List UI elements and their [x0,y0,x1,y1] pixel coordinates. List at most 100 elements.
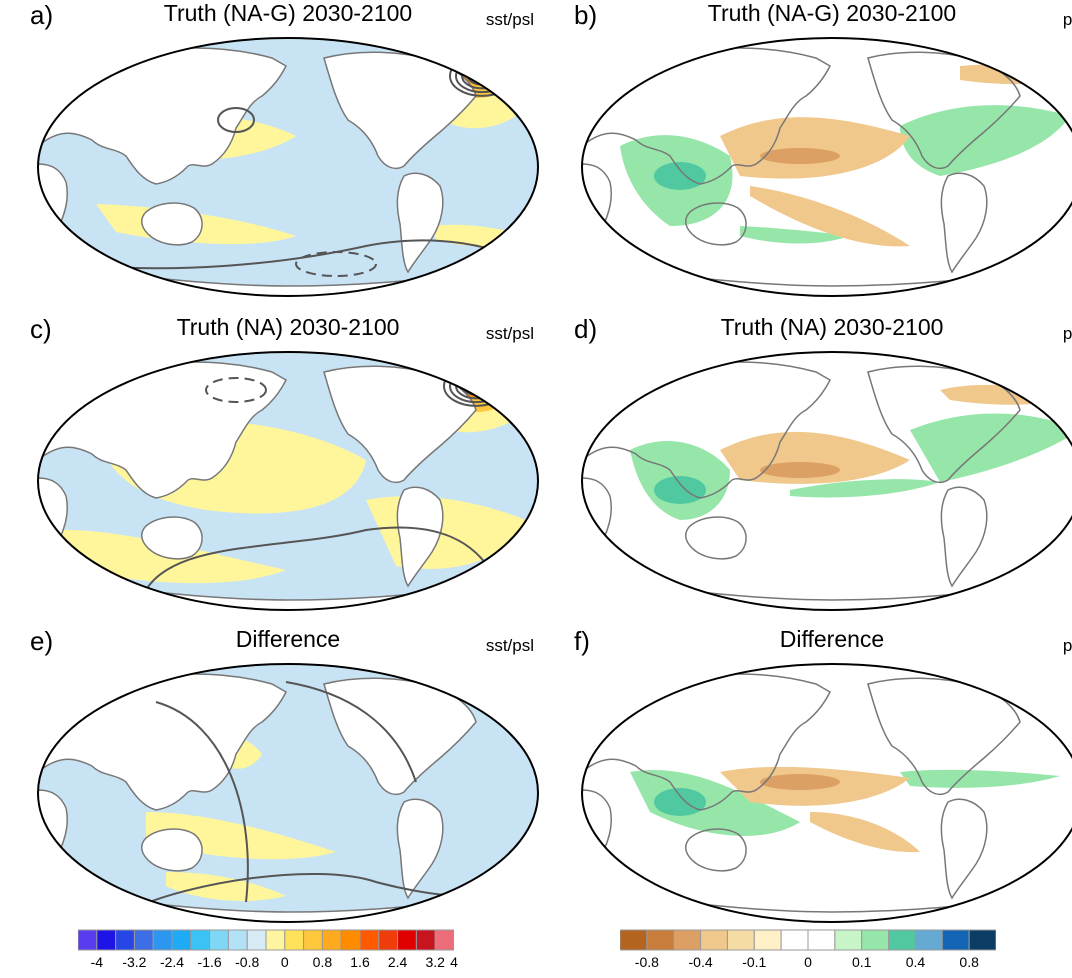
colorbar-swatch [914,929,943,951]
colorbar-swatch [246,929,267,951]
pr-negative-region [960,64,1072,85]
panel-b: b) Truth (NA-G) 2030-2100 pr [572,0,1072,300]
map-body [38,352,538,610]
land-outline [465,362,513,392]
panel-e: e) Difference sst/psl [28,626,548,926]
colorbar-tick-label: -0.1 [742,954,767,970]
colorbar-swatch [209,929,229,951]
colorbar-swatch [753,929,782,951]
pr-strong-negative [760,462,840,478]
map-pr [580,663,1072,923]
variable-label: pr [1062,636,1072,655]
map-frame [580,663,1072,923]
land-outline [465,674,513,704]
land-outline [940,486,988,588]
land-outline [396,798,444,900]
colorbar-swatch [673,929,702,951]
psl-contour [467,66,497,86]
panel-f: f) Difference pr [572,626,1072,926]
colorbar-pr-swatches [619,929,997,951]
colorbar-sst-swatches [77,929,455,951]
colorbar-swatch [303,929,323,951]
colorbar-swatch [941,929,970,951]
colorbar-swatch [780,929,809,951]
map-sst-psl [36,351,540,611]
map-frame [580,351,1072,611]
panel-letter: b) [574,0,598,30]
pr-negative-region [750,186,910,247]
map-body [582,38,1072,296]
psl-contour [217,107,255,133]
pr-strong-negative [760,148,840,164]
land-outline [685,828,747,872]
colorbar-swatch [359,929,380,951]
pr-strong-positive [654,476,706,504]
variable-label: pr [1062,10,1072,29]
panel-letter: d) [574,314,598,344]
colorbar-tick-label: -0.8 [634,954,659,970]
panel-letter: c) [30,314,52,344]
map-frame [36,37,540,297]
land-outline [465,48,513,78]
sst-strong-warm-anomaly [464,62,504,86]
panel-title: Truth (NA) 2030-2100 [720,314,944,340]
colorbar-swatch [96,929,117,951]
panel-a: a) Truth (NA-G) 2030-2100 sst/psl [28,0,548,300]
panel-d: d) Truth (NA) 2030-2100 pr [572,314,1072,614]
colorbar-swatch [888,929,916,951]
psl-contour [455,372,497,400]
colorbar-tick-label: -0.4 [688,954,713,970]
land-outline [38,477,68,568]
colorbar-swatch [834,929,863,951]
colorbar-tick-label: 0.4 [905,954,926,970]
land-outline [38,163,68,254]
psl-contour [285,681,417,783]
land-outline [1009,48,1057,78]
psl-contour [155,701,249,903]
land-outline [396,172,444,274]
colorbar-swatch [77,929,98,951]
colorbar-tick-label: 0.8 [959,954,979,970]
land-outline [685,202,747,246]
land-outline [1009,674,1057,704]
colorbar-tick-label: 4 [450,954,458,970]
colorbar-swatch [152,929,173,951]
psl-contour-dashed [295,251,377,277]
colorbar-tick-label: -0.8 [235,954,260,970]
psl-contour [461,376,491,396]
map-body [582,352,1072,610]
pr-strong-positive [654,162,706,190]
colorbar-swatch [190,929,211,951]
map-frame [36,663,540,923]
colorbar-pr: -0.8 -0.4 -0.1 0 0.1 0.4 0.8 [619,928,997,976]
colorbar-swatch [700,929,728,951]
map-pr [580,37,1072,297]
variable-label: sst/psl [485,636,534,655]
map-frame [580,37,1072,297]
colorbar-swatch [397,929,417,951]
colorbar-tick-label: 0.1 [851,954,872,970]
colorbar-tick-label: 0.8 [312,954,333,970]
sst-positive-region [166,872,286,901]
pr-positive-region [910,413,1072,482]
panel-title: Truth (NA-G) 2030-2100 [163,0,413,26]
psl-contour-dashed [205,377,267,403]
colorbar-tick-label: 0 [280,954,289,970]
sst-strong-warm-anomaly [464,376,504,400]
map-sst-psl [36,663,540,923]
variable-label: pr [1062,324,1072,343]
colorbar-tick-label: 1.6 [350,954,370,970]
land-outline [685,516,747,560]
map-frame [36,351,540,611]
pr-positive-region [740,226,850,244]
panel-letter: a) [30,0,54,30]
map-sst-psl [36,37,540,297]
land-outline [141,516,203,560]
colorbar-swatch [133,929,154,951]
land-outline [141,828,203,872]
pr-positive-region [790,479,940,498]
panel-title: Difference [779,626,885,652]
colorbar-tick-label: 3.2 [425,954,445,970]
colorbar-swatch [861,929,890,951]
colorbar-swatch [284,929,305,951]
